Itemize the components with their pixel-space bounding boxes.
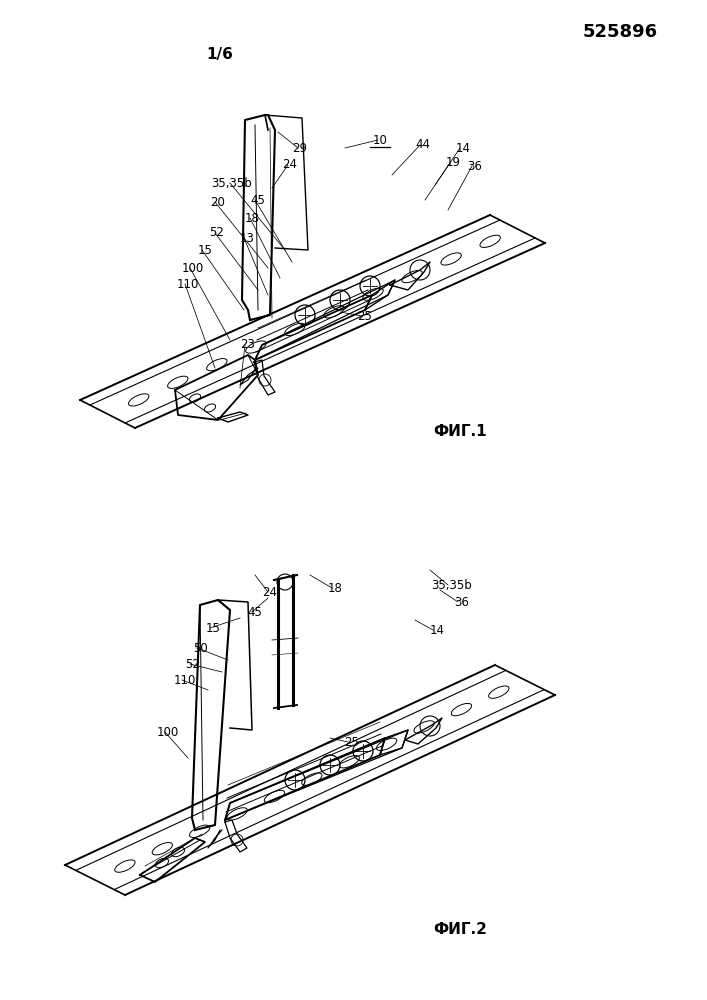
Text: 36: 36 — [467, 159, 482, 172]
Text: 10: 10 — [373, 133, 387, 146]
Text: 14: 14 — [455, 141, 470, 154]
Text: 14: 14 — [429, 624, 445, 637]
Text: ФИГ.2: ФИГ.2 — [433, 922, 487, 938]
Text: 36: 36 — [455, 595, 469, 608]
Text: 525896: 525896 — [583, 23, 658, 41]
Text: 100: 100 — [157, 726, 179, 738]
Text: 25: 25 — [344, 736, 359, 748]
Text: 35,35b: 35,35b — [211, 176, 252, 190]
Text: 44: 44 — [416, 138, 431, 151]
Text: 24: 24 — [262, 585, 278, 598]
Text: 13: 13 — [240, 232, 255, 244]
Text: 110: 110 — [174, 674, 196, 686]
Text: 1/6: 1/6 — [206, 47, 233, 62]
Text: 24: 24 — [283, 158, 298, 172]
Text: 100: 100 — [182, 261, 204, 274]
Text: 45: 45 — [247, 605, 262, 618]
Text: 18: 18 — [327, 582, 342, 594]
Text: 15: 15 — [197, 243, 212, 256]
Text: 29: 29 — [293, 141, 308, 154]
Text: 19: 19 — [445, 156, 460, 169]
Text: 35,35b: 35,35b — [432, 578, 472, 591]
Text: 50: 50 — [192, 642, 207, 654]
Text: 110: 110 — [177, 277, 199, 290]
Text: 15: 15 — [206, 621, 221, 635]
Text: 20: 20 — [211, 196, 226, 209]
Text: 25: 25 — [358, 310, 373, 322]
Text: ФИГ.1: ФИГ.1 — [433, 424, 487, 440]
Text: 45: 45 — [250, 194, 265, 207]
Text: 52: 52 — [209, 227, 224, 239]
Text: 23: 23 — [240, 338, 255, 352]
Text: 52: 52 — [185, 658, 201, 670]
Text: 18: 18 — [245, 212, 259, 225]
